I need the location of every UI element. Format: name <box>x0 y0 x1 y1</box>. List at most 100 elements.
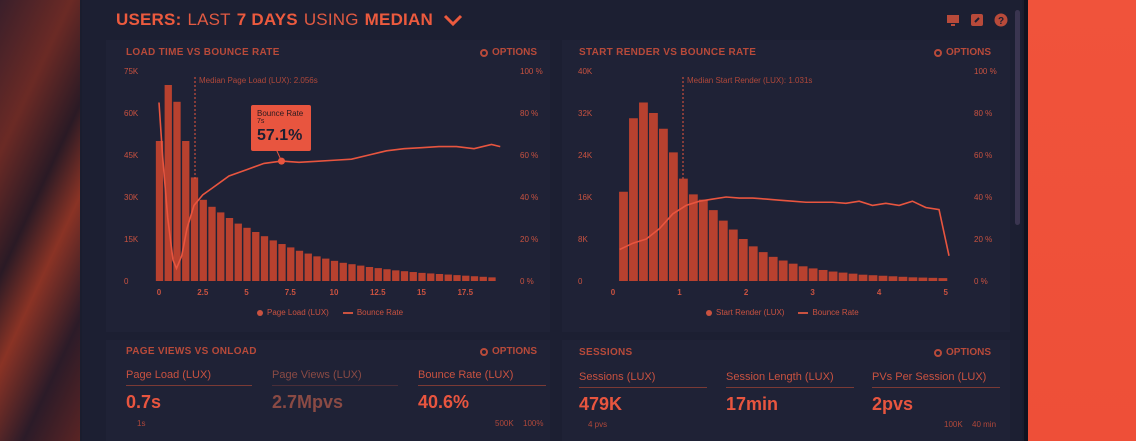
page-title[interactable]: USERS: LAST 7 DAYS USING MEDIAN <box>116 10 463 30</box>
bar <box>392 270 400 281</box>
options-button[interactable]: OPTIONS <box>480 47 537 58</box>
y2-tick-label: 0 % <box>520 277 534 286</box>
x-tick-label: 4 <box>877 288 882 297</box>
bar <box>313 256 321 281</box>
bar <box>888 276 898 281</box>
help-icon[interactable]: ? <box>994 13 1008 27</box>
divider <box>872 387 1000 388</box>
svg-text:?: ? <box>998 16 1004 27</box>
bar <box>718 220 728 281</box>
load-time-chart: 75K 60K 45K 30K 15K 0 100 % 80 % 60 % 40 % 20 % 0 %… <box>124 67 543 297</box>
panel-page-views <box>106 340 550 441</box>
bar <box>878 275 888 281</box>
bar <box>374 268 382 281</box>
bar <box>688 194 698 281</box>
bar <box>365 267 374 281</box>
bar <box>435 274 444 281</box>
background-left <box>0 0 80 441</box>
bar <box>858 274 868 281</box>
bar <box>828 271 838 281</box>
y-tick-label: 75K <box>124 67 139 76</box>
bounce-rate-line <box>619 196 950 256</box>
bar <box>295 250 304 281</box>
bar <box>629 118 638 281</box>
y2-tick-label: 40 % <box>520 193 538 202</box>
bar <box>260 236 269 281</box>
y2-tick-label: 0 % <box>974 277 988 286</box>
bar <box>738 239 748 281</box>
y-tick-label: 24K <box>578 151 593 160</box>
metric-label: Bounce Rate (LUX) <box>418 369 514 381</box>
x-tick-label: 0 <box>611 288 616 297</box>
monitor-icon[interactable] <box>946 13 960 27</box>
bar <box>768 256 778 281</box>
y2-tick-label: 100 % <box>974 67 997 76</box>
scrollbar[interactable] <box>1015 10 1020 225</box>
bar <box>639 102 648 281</box>
bar <box>383 269 391 281</box>
x-tick-label: 7.5 <box>285 288 297 297</box>
bar <box>427 273 435 281</box>
tooltip-value: 57.1% <box>257 127 303 144</box>
metric-value: 479K <box>579 394 623 414</box>
bar <box>649 113 658 281</box>
bar <box>908 277 918 281</box>
y2-tick-label: 60 % <box>974 151 992 160</box>
options-button[interactable]: OPTIONS <box>934 347 991 358</box>
x-tick-label: 5 <box>244 288 249 297</box>
bar <box>798 266 808 281</box>
gear-icon <box>480 347 488 356</box>
metric-sub: 1s <box>137 419 146 428</box>
options-label: OPTIONS <box>492 47 538 58</box>
y-tick-label: 16K <box>578 193 593 202</box>
panel-title: SESSIONS <box>579 347 633 358</box>
legend-bars: Page Load (LUX) <box>257 308 329 317</box>
bar <box>418 272 426 281</box>
background-right <box>1024 0 1136 441</box>
bar <box>155 141 164 281</box>
header-icons: ? <box>946 13 1008 27</box>
chevron-down-icon[interactable] <box>443 13 463 27</box>
metric-label: Page Views (LUX) <box>272 369 362 381</box>
bar <box>788 263 798 281</box>
y-tick-label: 15K <box>124 235 139 244</box>
options-button[interactable]: OPTIONS <box>480 346 537 357</box>
metric-value: 2pvs <box>872 394 914 414</box>
bar <box>838 272 848 281</box>
axis-label: 100K <box>944 420 963 429</box>
bar <box>748 246 758 281</box>
tooltip-title: Bounce Rate <box>257 109 304 118</box>
bar <box>287 247 295 281</box>
divider <box>726 387 854 388</box>
title-users: USERS: <box>116 10 182 29</box>
legend-bars: Start Render (LUX) <box>706 308 784 317</box>
bar <box>758 252 768 281</box>
bar <box>400 271 409 281</box>
bar <box>357 265 365 281</box>
y2-tick-label: 100 % <box>520 67 543 76</box>
title-range: 7 DAYS <box>236 10 298 29</box>
options-button[interactable]: OPTIONS <box>934 47 991 58</box>
metric-value: 0.7s <box>126 392 162 412</box>
y-tick-label: 30K <box>124 193 139 202</box>
metric-label: PVs Per Session (LUX) <box>872 371 987 383</box>
bar <box>234 223 242 281</box>
bar <box>668 152 678 281</box>
bar <box>848 273 858 281</box>
bar <box>252 232 260 281</box>
bar <box>339 262 347 281</box>
x-tick-label: 2.5 <box>197 288 209 297</box>
bar <box>778 260 788 281</box>
tooltip-pointer <box>276 149 282 162</box>
x-tick-label: 3 <box>810 288 815 297</box>
tooltip-sub: 7s <box>257 118 265 125</box>
metric-sub: 4 pvs <box>588 420 608 429</box>
bar <box>208 206 216 281</box>
title-metric: MEDIAN <box>364 10 433 29</box>
chart-title: LOAD TIME VS BOUNCE RATE <box>126 47 280 58</box>
start-render-chart: 40K 32K 24K 16K 8K 0 100 % 80 % 60 % 40 % 20 % 0 % 0… <box>578 67 997 297</box>
screen-edge <box>1024 0 1028 441</box>
bar <box>708 210 718 281</box>
expand-icon[interactable] <box>970 13 984 27</box>
y2-tick-label: 80 % <box>974 109 992 118</box>
